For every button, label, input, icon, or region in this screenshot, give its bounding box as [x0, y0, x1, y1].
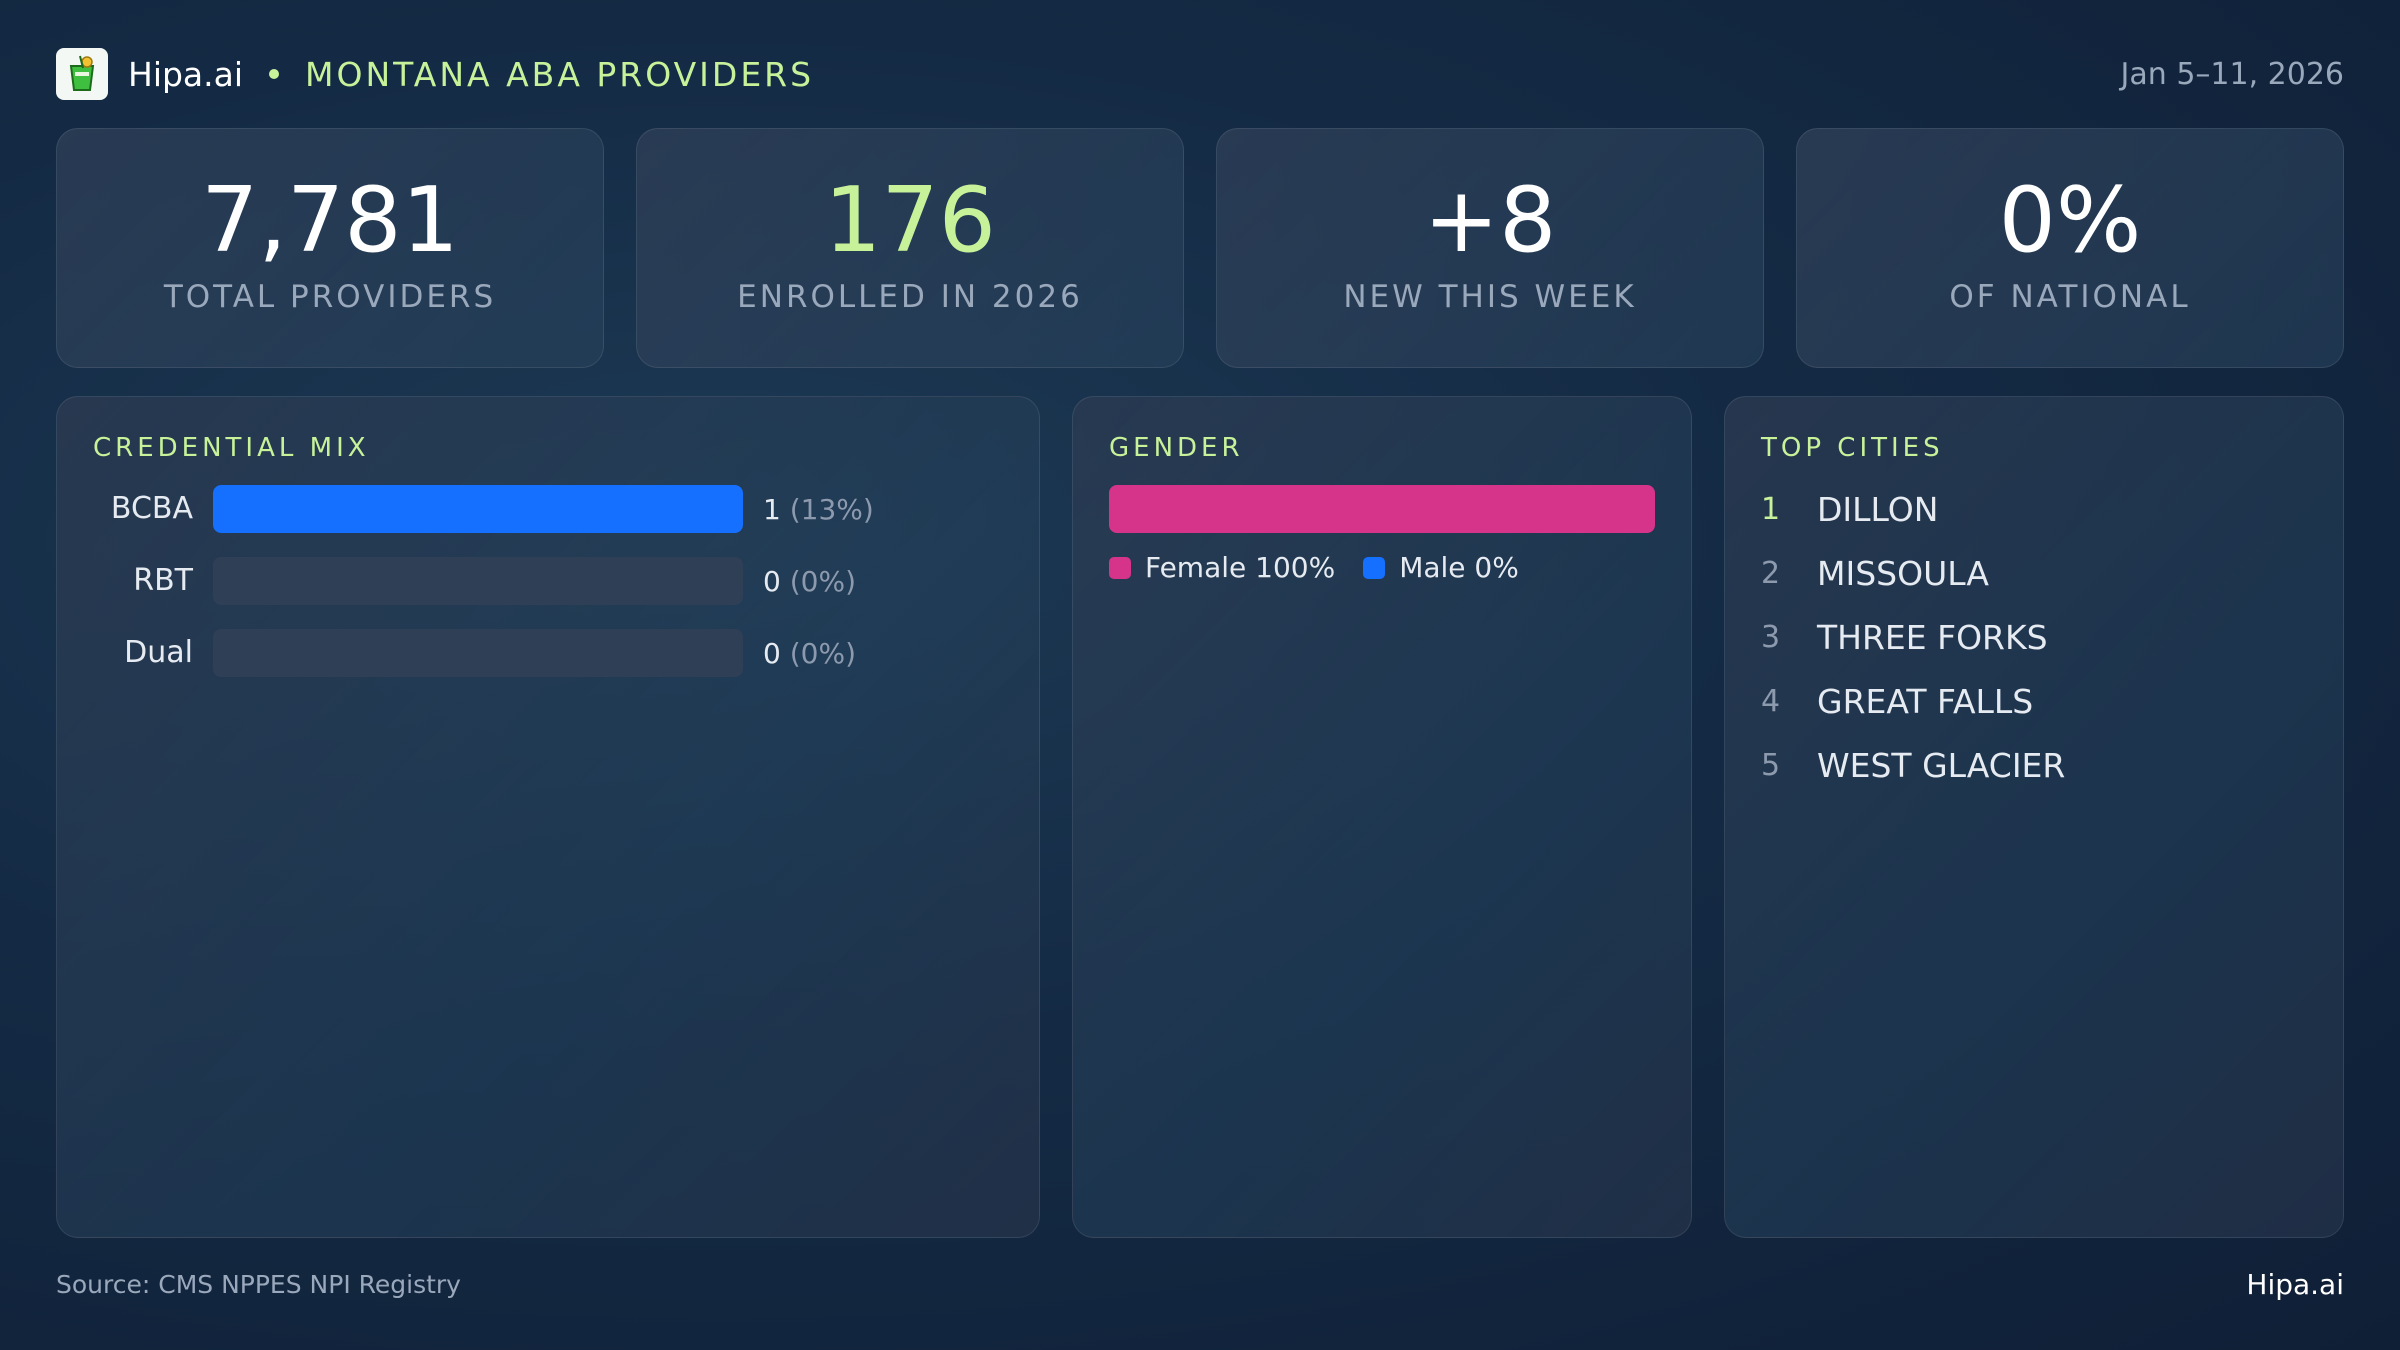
city-rank: 5 — [1761, 747, 1781, 783]
credential-row-rbt: RBT 0 (0%) — [57, 557, 1039, 605]
credential-bar-track — [213, 485, 743, 533]
panel-title: TOP CITIES — [1761, 433, 1944, 463]
stat-card-of-national: 0% OF NATIONAL — [1796, 128, 2344, 368]
stat-value: 7,781 — [201, 168, 459, 273]
gender-bar-female — [1109, 485, 1655, 533]
top-cities-panel: TOP CITIES 1 DILLON 2 MISSOULA 3 THREE F… — [1724, 396, 2344, 1238]
legend-label: Male 0% — [1399, 551, 1519, 584]
credential-bar-fill — [213, 485, 743, 533]
credential-row-bcba: BCBA 1 (13%) — [57, 485, 1039, 533]
credential-value: 0 (0%) — [763, 565, 856, 598]
city-rank: 4 — [1761, 683, 1781, 719]
gender-bar — [1109, 485, 1655, 533]
legend-label: Female 100% — [1145, 551, 1336, 584]
cocktail-glass-icon — [56, 48, 108, 100]
city-item: 2 MISSOULA — [1761, 549, 1989, 597]
page-title: MONTANA ABA PROVIDERS — [305, 54, 815, 94]
stat-value: 0% — [1998, 168, 2142, 273]
credential-name: BCBA — [110, 491, 193, 526]
credential-pct: (13%) — [789, 493, 874, 526]
credential-bar-track — [213, 629, 743, 677]
city-name: DILLON — [1817, 489, 1939, 529]
city-name: WEST GLACIER — [1817, 745, 2066, 785]
credential-pct: (0%) — [789, 637, 857, 670]
gender-panel: GENDER Female 100% Male 0% — [1072, 396, 1692, 1238]
legend-swatch — [1109, 556, 1131, 579]
credential-name: RBT — [133, 563, 193, 598]
city-name: MISSOULA — [1817, 553, 1989, 593]
stat-card-enrolled: 176 ENROLLED IN 2026 — [636, 128, 1184, 368]
city-rank: 3 — [1761, 619, 1781, 655]
stat-label: ENROLLED IN 2026 — [737, 279, 1083, 315]
stat-card-new-this-week: +8 NEW THIS WEEK — [1216, 128, 1764, 368]
stat-label: OF NATIONAL — [1949, 279, 2191, 315]
credential-bar-track — [213, 557, 743, 605]
legend-item-male: Male 0% — [1363, 551, 1519, 584]
source-note: Source: CMS NPPES NPI Registry — [56, 1270, 461, 1299]
credential-row-dual: Dual 0 (0%) — [57, 629, 1039, 677]
city-name: GREAT FALLS — [1817, 681, 2034, 721]
city-item: 5 WEST GLACIER — [1761, 741, 2065, 789]
footer-brand: Hipa.ai — [2246, 1268, 2344, 1301]
city-item: 3 THREE FORKS — [1761, 613, 2048, 661]
stat-cards: 7,781 TOTAL PROVIDERS 176 ENROLLED IN 20… — [56, 128, 2344, 368]
panel-title: GENDER — [1109, 433, 1244, 463]
stat-value: +8 — [1423, 168, 1557, 273]
credential-count: 0 — [763, 565, 781, 598]
credential-mix-panel: CREDENTIAL MIX BCBA 1 (13%) RBT 0 (0%) D… — [56, 396, 1040, 1238]
credential-name: Dual — [124, 635, 193, 670]
credential-pct: (0%) — [789, 565, 857, 598]
stat-label: TOTAL PROVIDERS — [163, 279, 497, 315]
credential-count: 1 — [763, 493, 781, 526]
city-item: 4 GREAT FALLS — [1761, 677, 2033, 725]
separator-dot — [269, 69, 280, 79]
credential-value: 1 (13%) — [763, 493, 874, 526]
city-rank: 1 — [1761, 491, 1781, 527]
stat-label: NEW THIS WEEK — [1343, 279, 1637, 315]
city-item: 1 DILLON — [1761, 485, 1938, 533]
legend-swatch — [1363, 556, 1386, 579]
panel-title: CREDENTIAL MIX — [93, 433, 370, 463]
gender-legend: Female 100% Male 0% — [1109, 551, 1547, 584]
legend-item-female: Female 100% — [1109, 551, 1335, 584]
stat-value: 176 — [824, 168, 996, 273]
credential-count: 0 — [763, 637, 781, 670]
city-rank: 2 — [1761, 555, 1781, 591]
date-range: Jan 5–11, 2026 — [2120, 56, 2344, 92]
credential-value: 0 (0%) — [763, 637, 856, 670]
header: Hipa.ai MONTANA ABA PROVIDERS Jan 5–11, … — [56, 46, 2344, 102]
brand-name: Hipa.ai — [128, 54, 244, 94]
stat-card-total-providers: 7,781 TOTAL PROVIDERS — [56, 128, 604, 368]
city-name: THREE FORKS — [1817, 617, 2048, 657]
